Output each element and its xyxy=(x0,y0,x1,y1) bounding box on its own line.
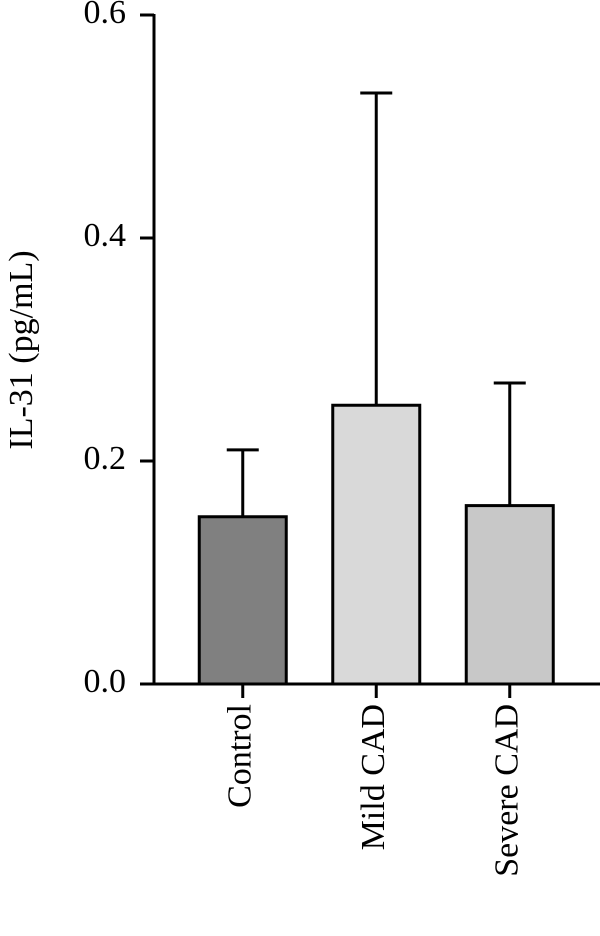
bar xyxy=(197,515,288,686)
y-tick-label: 0.6 xyxy=(84,0,127,31)
x-tick-label: Mild CAD xyxy=(355,704,392,850)
y-tick-label: 0.2 xyxy=(84,440,127,477)
x-tick-label: Control xyxy=(222,704,259,808)
bar xyxy=(331,403,422,686)
y-tick-label: 0.4 xyxy=(84,217,127,254)
y-tick-label: 0.0 xyxy=(84,663,127,700)
bar xyxy=(464,504,555,686)
x-tick-label: Severe CAD xyxy=(489,704,526,877)
y-axis-label: IL-31 (pg/mL) xyxy=(3,250,40,449)
